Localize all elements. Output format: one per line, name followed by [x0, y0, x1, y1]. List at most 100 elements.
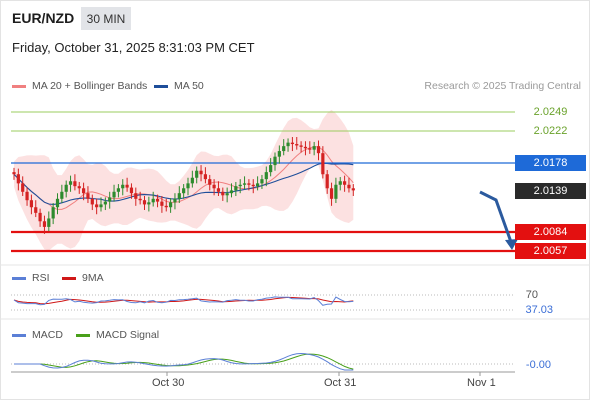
candle-body — [112, 191, 116, 198]
candle-body — [99, 204, 103, 208]
candle-body — [216, 188, 221, 192]
candle-body — [282, 146, 286, 152]
candle-body — [29, 200, 33, 208]
legend-rsi-ma-label: 9MA — [82, 272, 104, 284]
candle-body — [299, 145, 303, 147]
datetime-label: Friday, October 31, 2025 8:31:03 PM CET — [12, 40, 255, 55]
candle-body — [38, 212, 42, 222]
bollinger-band — [14, 109, 354, 251]
candle-body — [277, 151, 281, 157]
candle-body — [269, 165, 273, 173]
candle-body — [225, 193, 229, 196]
candle-body — [90, 198, 94, 205]
legend-macd-signal: MACD Signal — [76, 329, 159, 341]
legend-ma50-swatch — [154, 84, 168, 88]
candle-body — [325, 174, 329, 189]
legend-ma50-label: MA 50 — [174, 80, 204, 92]
level-label-s2: 2.0057 — [515, 243, 586, 259]
candle-body — [190, 177, 194, 184]
candle-body — [338, 181, 342, 185]
candle-body — [273, 156, 277, 166]
macd-value-label: -0.00 — [525, 359, 551, 371]
candle-body — [42, 221, 47, 227]
candle-body — [229, 190, 234, 194]
candle-body — [186, 183, 190, 189]
candle-body — [169, 202, 173, 208]
candle-body — [77, 186, 81, 189]
candle-body — [321, 153, 325, 175]
candle-body — [121, 184, 125, 189]
candle-body — [34, 207, 38, 213]
legend-bollinger: MA 20 + Bollinger Bands — [12, 80, 147, 92]
candle-body — [182, 188, 186, 194]
candle-body — [347, 184, 351, 189]
candle-body — [86, 193, 90, 199]
candle-body — [303, 146, 308, 149]
candle-body — [155, 198, 160, 202]
candle-body — [242, 183, 247, 185]
level-label-r1: 2.0222 — [533, 125, 568, 137]
timeframe-badge[interactable]: 30 MIN — [81, 7, 131, 30]
legend-macd-swatch — [12, 333, 26, 337]
candle-body — [203, 174, 207, 180]
candle-body — [160, 201, 164, 206]
candle-body — [195, 170, 199, 178]
candle-body — [12, 172, 16, 175]
candle-body — [147, 202, 151, 205]
x-label-nov1: Nov 1 — [467, 377, 496, 389]
legend-rsi-label: RSI — [32, 272, 50, 284]
candle-body — [316, 146, 321, 154]
candle-body — [134, 193, 138, 199]
legend-macd: MACD — [12, 329, 63, 341]
candle-body — [329, 188, 334, 199]
candle-body — [108, 197, 112, 202]
candle-body — [290, 142, 294, 145]
candle-body — [164, 205, 168, 208]
candle-body — [177, 193, 181, 199]
candle-body — [247, 183, 251, 185]
candle-body — [308, 148, 312, 150]
candle-body — [264, 172, 268, 180]
candle-body — [234, 186, 238, 191]
x-label-oct30: Oct 30 — [152, 377, 185, 389]
candle-body — [60, 191, 64, 199]
candles-group — [12, 137, 355, 234]
candle-body — [208, 179, 212, 185]
bollinger-mid-line — [13, 146, 354, 210]
candle-body — [286, 142, 290, 147]
candle-body — [138, 198, 142, 201]
candle-body — [295, 144, 299, 146]
candle-body — [343, 181, 347, 185]
rsi-upper-label: 70 — [525, 289, 538, 301]
candle-body — [142, 200, 147, 205]
macd-line — [14, 352, 354, 371]
candle-body — [95, 204, 99, 208]
rsi-line — [13, 296, 354, 306]
candle-body — [312, 146, 316, 150]
candle-body — [68, 181, 73, 185]
level-label-r2: 2.0249 — [533, 106, 568, 118]
macd-signal-line — [14, 353, 354, 370]
legend-rsi-ma-swatch — [62, 276, 76, 280]
candle-body — [199, 170, 203, 175]
level-label-s1: 2.0084 — [515, 224, 586, 240]
level-label-last: 2.0139 — [515, 183, 586, 199]
candle-body — [334, 184, 338, 199]
candle-body — [260, 179, 264, 184]
projection-arrow-head — [505, 239, 518, 250]
legend-macd-signal-swatch — [76, 333, 90, 337]
legend-macd-signal-label: MACD Signal — [96, 329, 160, 341]
candle-body — [47, 218, 51, 227]
candle-body — [64, 184, 68, 192]
candle-body — [82, 188, 86, 194]
legend-macd-label: MACD — [32, 329, 63, 341]
rsi-value-label: 37.03 — [525, 304, 553, 316]
candle-body — [212, 184, 216, 189]
candle-body — [129, 187, 134, 194]
candle-body — [125, 184, 129, 188]
candle-body — [351, 188, 355, 191]
legend-rsi-ma: 9MA — [62, 272, 104, 284]
candle-body — [251, 184, 255, 187]
candle-body — [116, 188, 120, 192]
